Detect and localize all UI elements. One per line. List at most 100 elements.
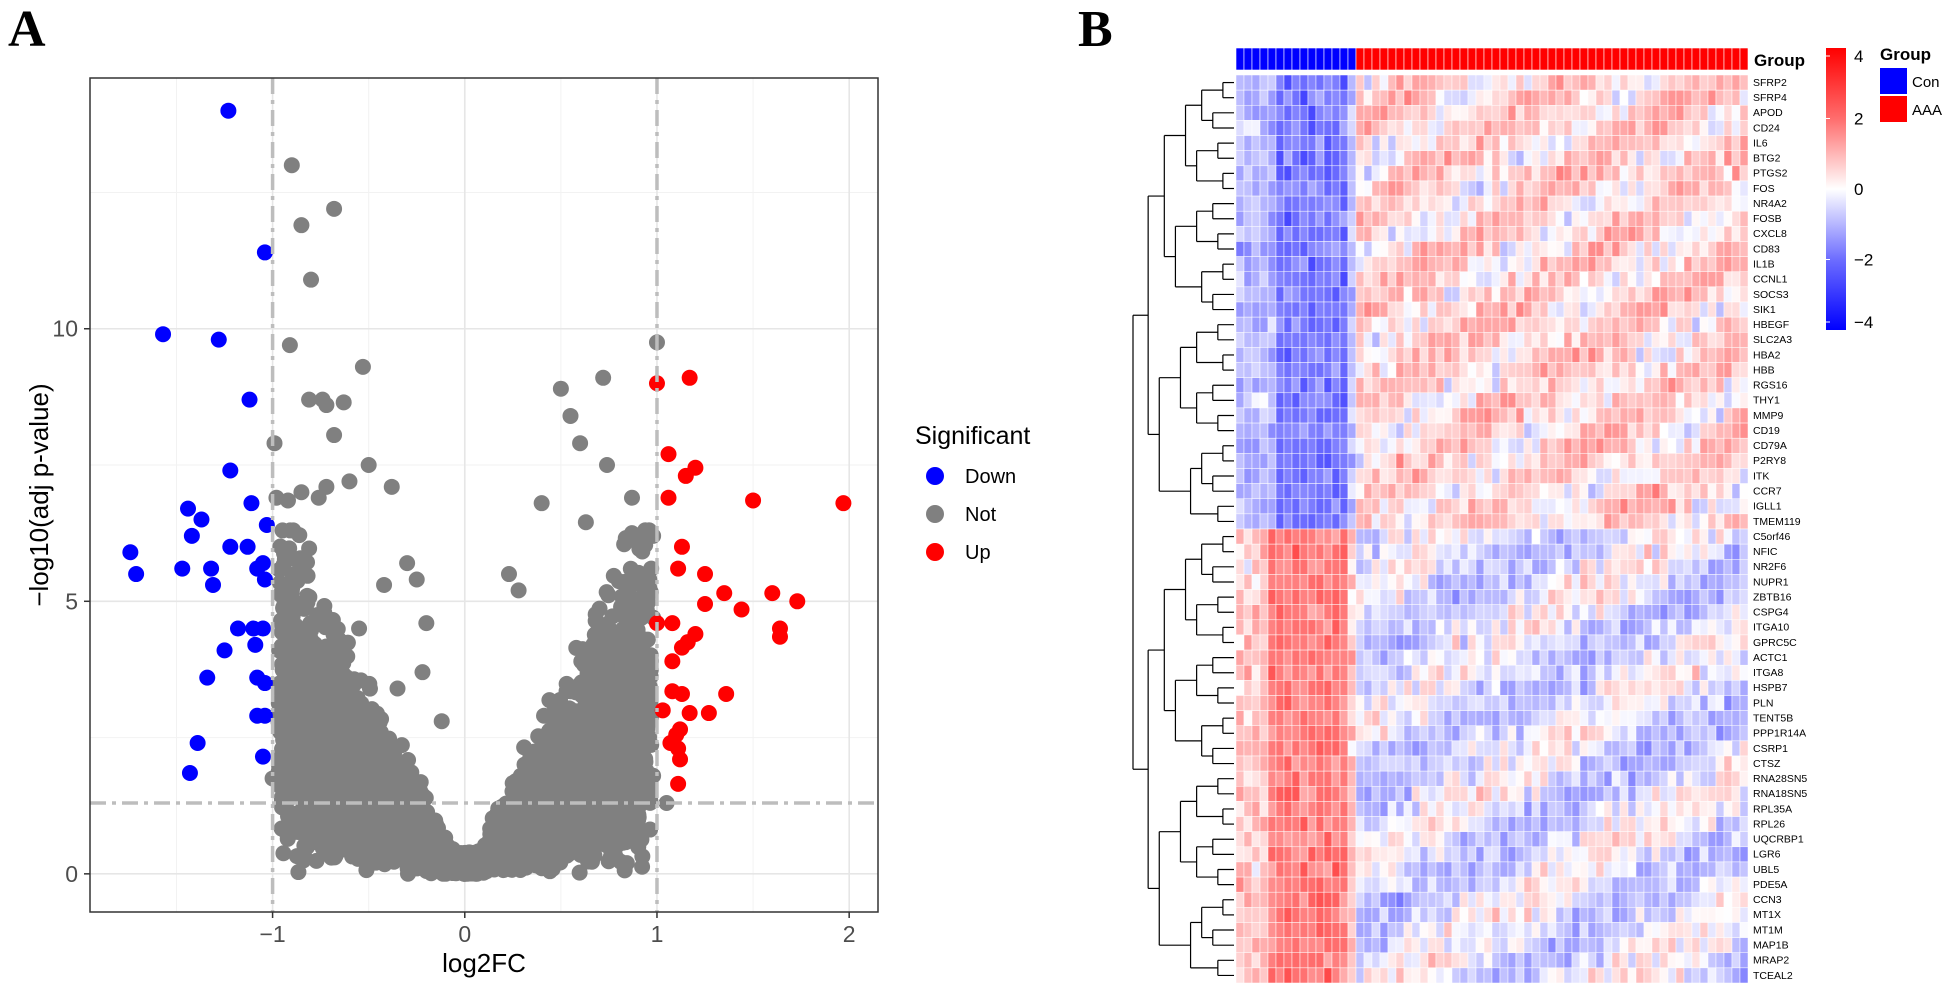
heatmap-cell xyxy=(1571,74,1581,91)
heatmap-cell xyxy=(1331,316,1341,333)
heatmap-cell xyxy=(1523,89,1533,106)
heatmap-cell xyxy=(1395,241,1405,257)
heatmap-cell xyxy=(1699,362,1709,378)
heatmap-cell xyxy=(1315,301,1325,318)
heatmap-cell xyxy=(1603,407,1613,424)
heatmap-cell xyxy=(1243,286,1253,303)
heatmap-cell xyxy=(1587,150,1597,167)
heatmap-cell xyxy=(1627,241,1637,257)
heatmap-cell xyxy=(1283,120,1293,136)
heatmap-cell xyxy=(1323,437,1333,454)
heatmap-cell xyxy=(1283,89,1293,106)
heatmap-cell xyxy=(1539,301,1549,318)
heatmap-cell xyxy=(1691,453,1701,469)
heatmap-cell xyxy=(1467,347,1477,363)
heatmap-cell xyxy=(1579,377,1589,394)
annotation-cell-aaa xyxy=(1435,47,1445,71)
heatmap-cell xyxy=(1683,120,1693,136)
heatmap-cell xyxy=(1483,453,1493,469)
heatmap-cell xyxy=(1579,241,1589,257)
heatmap-cell xyxy=(1507,392,1517,409)
legend-label-not: Not xyxy=(965,504,997,526)
point-not xyxy=(346,671,363,688)
heatmap-cell xyxy=(1619,332,1629,348)
heatmap-cell xyxy=(1395,165,1405,182)
heatmap-cell xyxy=(1355,241,1365,257)
heatmap-cell xyxy=(1371,483,1381,499)
point-down xyxy=(220,102,237,119)
heatmap-cell xyxy=(1259,332,1269,348)
point-not xyxy=(318,778,335,795)
heatmap-cell xyxy=(1435,483,1445,499)
heatmap-cell xyxy=(1547,74,1557,91)
heatmap-cell xyxy=(1483,195,1493,212)
heatmap-cell xyxy=(1619,74,1629,91)
heatmap-cell xyxy=(1547,105,1557,121)
heatmap-cell xyxy=(1307,377,1317,394)
heatmap-cell xyxy=(1587,74,1597,91)
heatmap-cell xyxy=(1611,74,1621,91)
heatmap-cell xyxy=(1539,392,1549,409)
heatmap-cell xyxy=(1731,316,1741,333)
point-not xyxy=(278,749,295,766)
heatmap-cell xyxy=(1507,74,1517,91)
heatmap-cell xyxy=(1491,422,1501,439)
heatmap-cell xyxy=(1707,286,1717,303)
heatmap-cell xyxy=(1539,195,1549,212)
heatmap-cell xyxy=(1411,453,1421,469)
heatmap-cell xyxy=(1435,301,1445,318)
heatmap-cell xyxy=(1419,422,1429,439)
heatmap-cell xyxy=(1307,180,1317,197)
heatmap-cell xyxy=(1243,377,1253,394)
point-not xyxy=(281,337,298,354)
annotation-cell-aaa xyxy=(1603,47,1613,71)
heatmap-cell xyxy=(1283,271,1293,288)
heatmap-cell xyxy=(1683,301,1693,318)
heatmap-cell xyxy=(1499,407,1509,424)
heatmap-cell xyxy=(1675,135,1685,151)
heatmap-cell xyxy=(1571,286,1581,303)
heatmap-cell xyxy=(1275,74,1285,91)
heatmap-cell xyxy=(1531,120,1541,136)
heatmap-cell xyxy=(1699,105,1709,121)
heatmap-cell xyxy=(1475,362,1485,378)
heatmap-cell xyxy=(1667,135,1677,151)
heatmap-cell xyxy=(1379,483,1389,499)
heatmap-cell xyxy=(1251,407,1261,424)
heatmap-cell xyxy=(1403,483,1413,499)
point-down xyxy=(254,620,271,637)
heatmap-cell xyxy=(1491,316,1501,333)
heatmap-cell xyxy=(1419,180,1429,197)
heatmap-cell xyxy=(1683,498,1693,515)
point-not xyxy=(304,740,321,757)
heatmap-cell xyxy=(1435,105,1445,121)
point-not xyxy=(358,853,375,870)
heatmap-cell xyxy=(1683,316,1693,333)
point-not xyxy=(561,700,578,717)
heatmap-cell xyxy=(1523,150,1533,167)
heatmap-cell xyxy=(1363,498,1373,515)
heatmap-cell xyxy=(1235,347,1245,363)
heatmap-cell xyxy=(1563,120,1573,136)
heatmap-cell xyxy=(1555,362,1565,378)
heatmap-cell xyxy=(1403,422,1413,439)
heatmap-cell xyxy=(1507,422,1517,439)
heatmap-cell xyxy=(1267,120,1277,136)
heatmap-cell xyxy=(1419,407,1429,424)
heatmap-cell xyxy=(1379,74,1389,91)
heatmap-cell xyxy=(1547,437,1557,454)
heatmap-cell xyxy=(1419,301,1429,318)
point-down xyxy=(256,675,273,692)
heatmap-cell xyxy=(1579,301,1589,318)
heatmap-cell xyxy=(1347,180,1357,197)
heatmap-cell xyxy=(1571,468,1581,484)
heatmap-cell xyxy=(1675,74,1685,91)
heatmap-cell xyxy=(1451,226,1461,242)
heatmap-cell xyxy=(1411,105,1421,121)
heatmap-cell xyxy=(1683,210,1693,227)
point-up xyxy=(681,705,698,722)
heatmap-cell xyxy=(1387,437,1397,454)
heatmap-cell xyxy=(1443,437,1453,454)
heatmap-cell xyxy=(1387,377,1397,394)
heatmap-cell xyxy=(1283,453,1293,469)
